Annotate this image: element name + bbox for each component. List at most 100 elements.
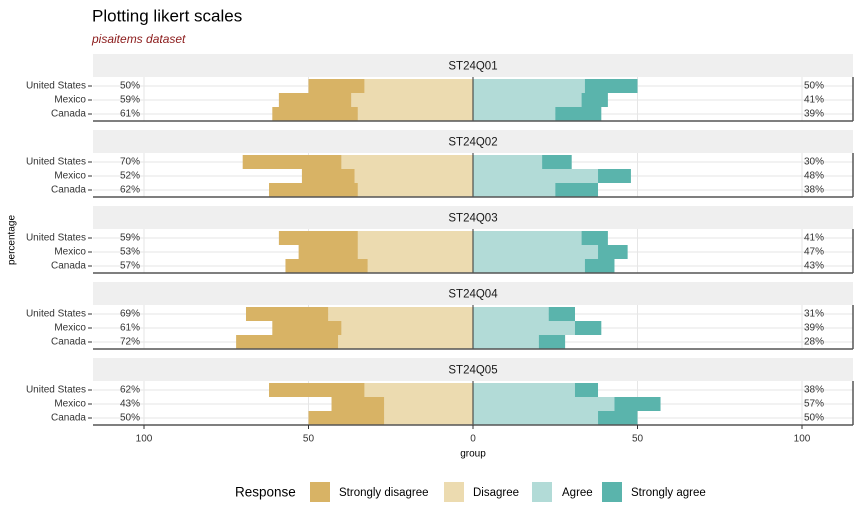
left-percent-label: 61% xyxy=(120,109,140,120)
legend-label: Agree xyxy=(562,487,593,499)
bar-segment xyxy=(542,155,572,169)
bar-segment xyxy=(364,79,473,93)
bar-segment xyxy=(555,107,602,121)
left-percent-label: 59% xyxy=(120,95,140,106)
bar-segment xyxy=(338,335,473,349)
y-tick-label: Mexico xyxy=(54,95,86,106)
right-percent-label: 31% xyxy=(804,309,824,320)
bar-segment xyxy=(354,169,473,183)
x-tick-label: 50 xyxy=(632,434,644,445)
facet-strip xyxy=(93,54,853,77)
y-tick-label: Mexico xyxy=(54,399,86,410)
facet-title: ST24Q02 xyxy=(448,137,497,149)
bar-segment xyxy=(357,107,473,121)
x-tick-label: 100 xyxy=(794,434,811,445)
bar-segment xyxy=(614,397,661,411)
y-tick-label: United States xyxy=(26,233,86,244)
y-tick-label: United States xyxy=(26,385,86,396)
y-tick-label: Mexico xyxy=(54,171,86,182)
bar-segment xyxy=(242,155,342,169)
bar-segment xyxy=(236,335,339,349)
x-tick-label: 50 xyxy=(303,434,315,445)
legend-label: Disagree xyxy=(473,487,519,499)
left-percent-label: 52% xyxy=(120,171,140,182)
y-tick-label: Mexico xyxy=(54,247,86,258)
left-percent-label: 53% xyxy=(120,247,140,258)
bar-segment xyxy=(473,183,556,197)
x-tick-label: 0 xyxy=(470,434,476,445)
left-percent-label: 50% xyxy=(120,413,140,424)
bar-segment xyxy=(364,383,473,397)
bar-segment xyxy=(598,411,638,425)
facet-strip xyxy=(93,358,853,381)
facet-title: ST24Q03 xyxy=(448,213,497,225)
bar-segment xyxy=(301,169,355,183)
bar-segment xyxy=(473,169,599,183)
bar-segment xyxy=(473,107,556,121)
left-percent-label: 43% xyxy=(120,399,140,410)
legend-key xyxy=(310,482,330,502)
right-percent-label: 28% xyxy=(804,337,824,348)
bar-segment xyxy=(584,79,638,93)
bar-segment xyxy=(473,335,539,349)
bar-segment xyxy=(574,383,599,397)
bar-segment xyxy=(357,245,473,259)
bar-segment xyxy=(548,307,575,321)
facet-strip xyxy=(93,282,853,305)
right-percent-label: 38% xyxy=(804,385,824,396)
bar-segment xyxy=(285,259,368,273)
bar-segment xyxy=(384,397,473,411)
bar-segment xyxy=(331,397,385,411)
y-tick-label: Canada xyxy=(51,337,86,348)
bar-segment xyxy=(473,411,599,425)
left-percent-label: 59% xyxy=(120,233,140,244)
bar-segment xyxy=(367,259,473,273)
facet-title: ST24Q01 xyxy=(448,61,497,73)
bar-segment xyxy=(473,79,585,93)
bar-segment xyxy=(341,321,473,335)
left-percent-label: 72% xyxy=(120,337,140,348)
facet-strip xyxy=(93,206,853,229)
bar-segment xyxy=(351,93,473,107)
bar-segment xyxy=(308,411,385,425)
right-percent-label: 41% xyxy=(804,233,824,244)
y-tick-label: Canada xyxy=(51,261,86,272)
right-percent-label: 50% xyxy=(804,413,824,424)
right-percent-label: 48% xyxy=(804,171,824,182)
x-tick-label: 100 xyxy=(136,434,153,445)
legend-key xyxy=(444,482,464,502)
y-tick-label: Canada xyxy=(51,413,86,424)
right-percent-label: 41% xyxy=(804,95,824,106)
y-tick-label: United States xyxy=(26,81,86,92)
bar-segment xyxy=(473,93,582,107)
legend-label: Strongly disagree xyxy=(339,487,429,499)
chart-title: Plotting likert scales xyxy=(92,6,242,25)
facet-title: ST24Q04 xyxy=(448,289,498,301)
bar-segment xyxy=(272,321,342,335)
bar-segment xyxy=(278,231,358,245)
legend-label: Strongly agree xyxy=(631,487,706,499)
bar-segment xyxy=(308,79,365,93)
bar-segment xyxy=(473,259,585,273)
bar-segment xyxy=(598,169,631,183)
bar-segment xyxy=(272,107,358,121)
right-percent-label: 39% xyxy=(804,109,824,120)
bar-segment xyxy=(598,245,628,259)
left-percent-label: 62% xyxy=(120,385,140,396)
left-percent-label: 50% xyxy=(120,81,140,92)
y-tick-label: Canada xyxy=(51,109,86,120)
bar-segment xyxy=(328,307,473,321)
bar-segment xyxy=(473,383,575,397)
right-percent-label: 57% xyxy=(804,399,824,410)
left-percent-label: 69% xyxy=(120,309,140,320)
bar-segment xyxy=(245,307,329,321)
right-percent-label: 38% xyxy=(804,185,824,196)
left-percent-label: 61% xyxy=(120,323,140,334)
facet-title: ST24Q05 xyxy=(448,365,497,377)
x-axis-title: group xyxy=(460,449,486,460)
bar-segment xyxy=(584,259,615,273)
right-percent-label: 43% xyxy=(804,261,824,272)
bar-segment xyxy=(298,245,358,259)
bar-segment xyxy=(341,155,473,169)
